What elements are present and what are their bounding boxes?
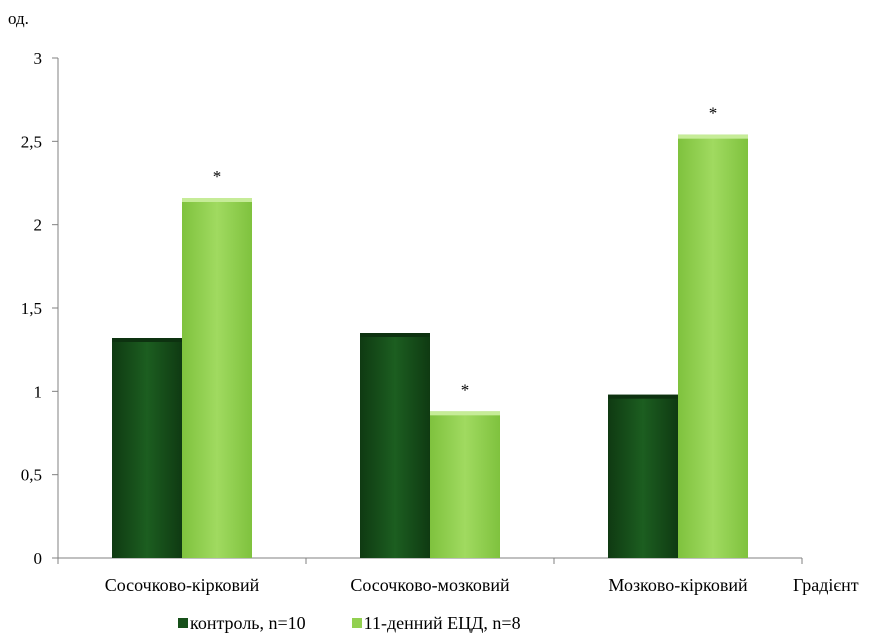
significance-marker: *: [709, 104, 718, 123]
bar: [430, 411, 500, 558]
legend-swatch-ecd: [351, 618, 362, 628]
legend-label-control: контроль, n=10: [190, 612, 306, 633]
bar: [112, 338, 182, 558]
legend-item-control: контроль, n=10: [178, 613, 306, 634]
bar-top-highlight: [360, 333, 430, 337]
bar-top-highlight: [430, 411, 500, 416]
bar-chart: од. Градієнт 0 0,5 1 1,5 2 2,5 3 Сосочково-кірк…: [8, 9, 859, 595]
bar: [360, 333, 430, 558]
plot-area: 0 0,5 1 1,5 2 2,5 3 Сосочково-кірковий Сосочково…: [21, 49, 803, 595]
y-tick-label: 0,5: [21, 466, 42, 485]
legend-swatch-control: [178, 618, 188, 628]
significance-marker: *: [461, 380, 470, 399]
x-tick-label: Сосочково-мозковий: [350, 575, 510, 595]
bar: [182, 198, 252, 558]
x-tick-label: Сосочково-кірковий: [105, 575, 260, 595]
y-tick-label: 3: [34, 49, 43, 68]
y-tick-label: 1,5: [21, 299, 42, 318]
y-tick-label: 1: [34, 382, 43, 401]
legend: контроль, n=10 11-денний ЕЦД, n=8: [178, 612, 567, 634]
bar-top-highlight: [112, 338, 182, 342]
bar-top-highlight: [678, 134, 748, 139]
y-tick-label: 0: [34, 549, 43, 568]
y-axis-label: од.: [8, 9, 29, 28]
x-axis-label: Градієнт: [793, 575, 859, 595]
bar: [608, 394, 678, 558]
x-tick-label: Мозково-кірковий: [608, 575, 748, 595]
bar-top-highlight: [608, 394, 678, 399]
legend-label-ecd: 11-денний ЕЦД, n=8: [363, 612, 521, 633]
legend-item-ecd: 11-денний ЕЦД, n=8: [351, 612, 521, 634]
significance-marker: *: [213, 167, 222, 186]
bar-top-highlight: [182, 198, 252, 202]
y-tick-label: 2,5: [21, 132, 42, 151]
y-tick-label: 2: [34, 216, 43, 235]
bar: [678, 134, 748, 558]
